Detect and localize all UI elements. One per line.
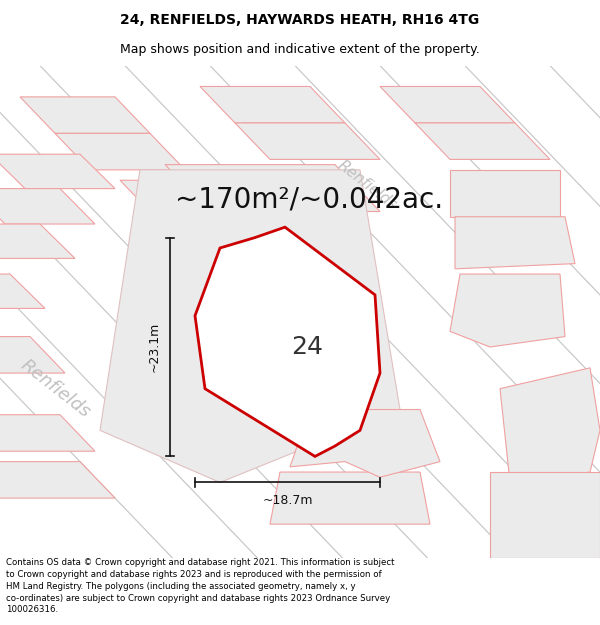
Polygon shape [415, 123, 550, 159]
Polygon shape [195, 227, 380, 456]
Polygon shape [450, 170, 560, 217]
Polygon shape [455, 217, 575, 269]
Text: 24: 24 [292, 335, 323, 359]
Text: ~170m²/~0.042ac.: ~170m²/~0.042ac. [175, 185, 443, 213]
Polygon shape [380, 86, 515, 123]
Polygon shape [450, 274, 565, 347]
Text: Renfields: Renfields [335, 158, 400, 213]
Polygon shape [0, 415, 95, 451]
Polygon shape [120, 180, 305, 217]
Text: 24, RENFIELDS, HAYWARDS HEATH, RH16 4TG: 24, RENFIELDS, HAYWARDS HEATH, RH16 4TG [121, 12, 479, 27]
Polygon shape [270, 472, 430, 524]
Polygon shape [235, 123, 380, 159]
Text: ~18.7m: ~18.7m [262, 494, 313, 507]
Text: Map shows position and indicative extent of the property.: Map shows position and indicative extent… [120, 42, 480, 56]
Polygon shape [0, 337, 65, 373]
Text: Renfields: Renfields [17, 356, 94, 421]
Polygon shape [0, 154, 115, 189]
Polygon shape [500, 368, 600, 482]
Polygon shape [200, 86, 345, 123]
Text: ~23.1m: ~23.1m [148, 322, 161, 372]
Polygon shape [55, 133, 185, 170]
Polygon shape [155, 217, 340, 253]
Polygon shape [290, 409, 440, 478]
Polygon shape [0, 224, 75, 258]
Polygon shape [0, 462, 115, 498]
Text: Contains OS data © Crown copyright and database right 2021. This information is : Contains OS data © Crown copyright and d… [6, 558, 395, 614]
Polygon shape [490, 472, 600, 558]
Polygon shape [100, 170, 400, 482]
Polygon shape [0, 274, 45, 308]
Polygon shape [0, 189, 95, 224]
Polygon shape [165, 164, 380, 211]
Polygon shape [20, 97, 150, 133]
